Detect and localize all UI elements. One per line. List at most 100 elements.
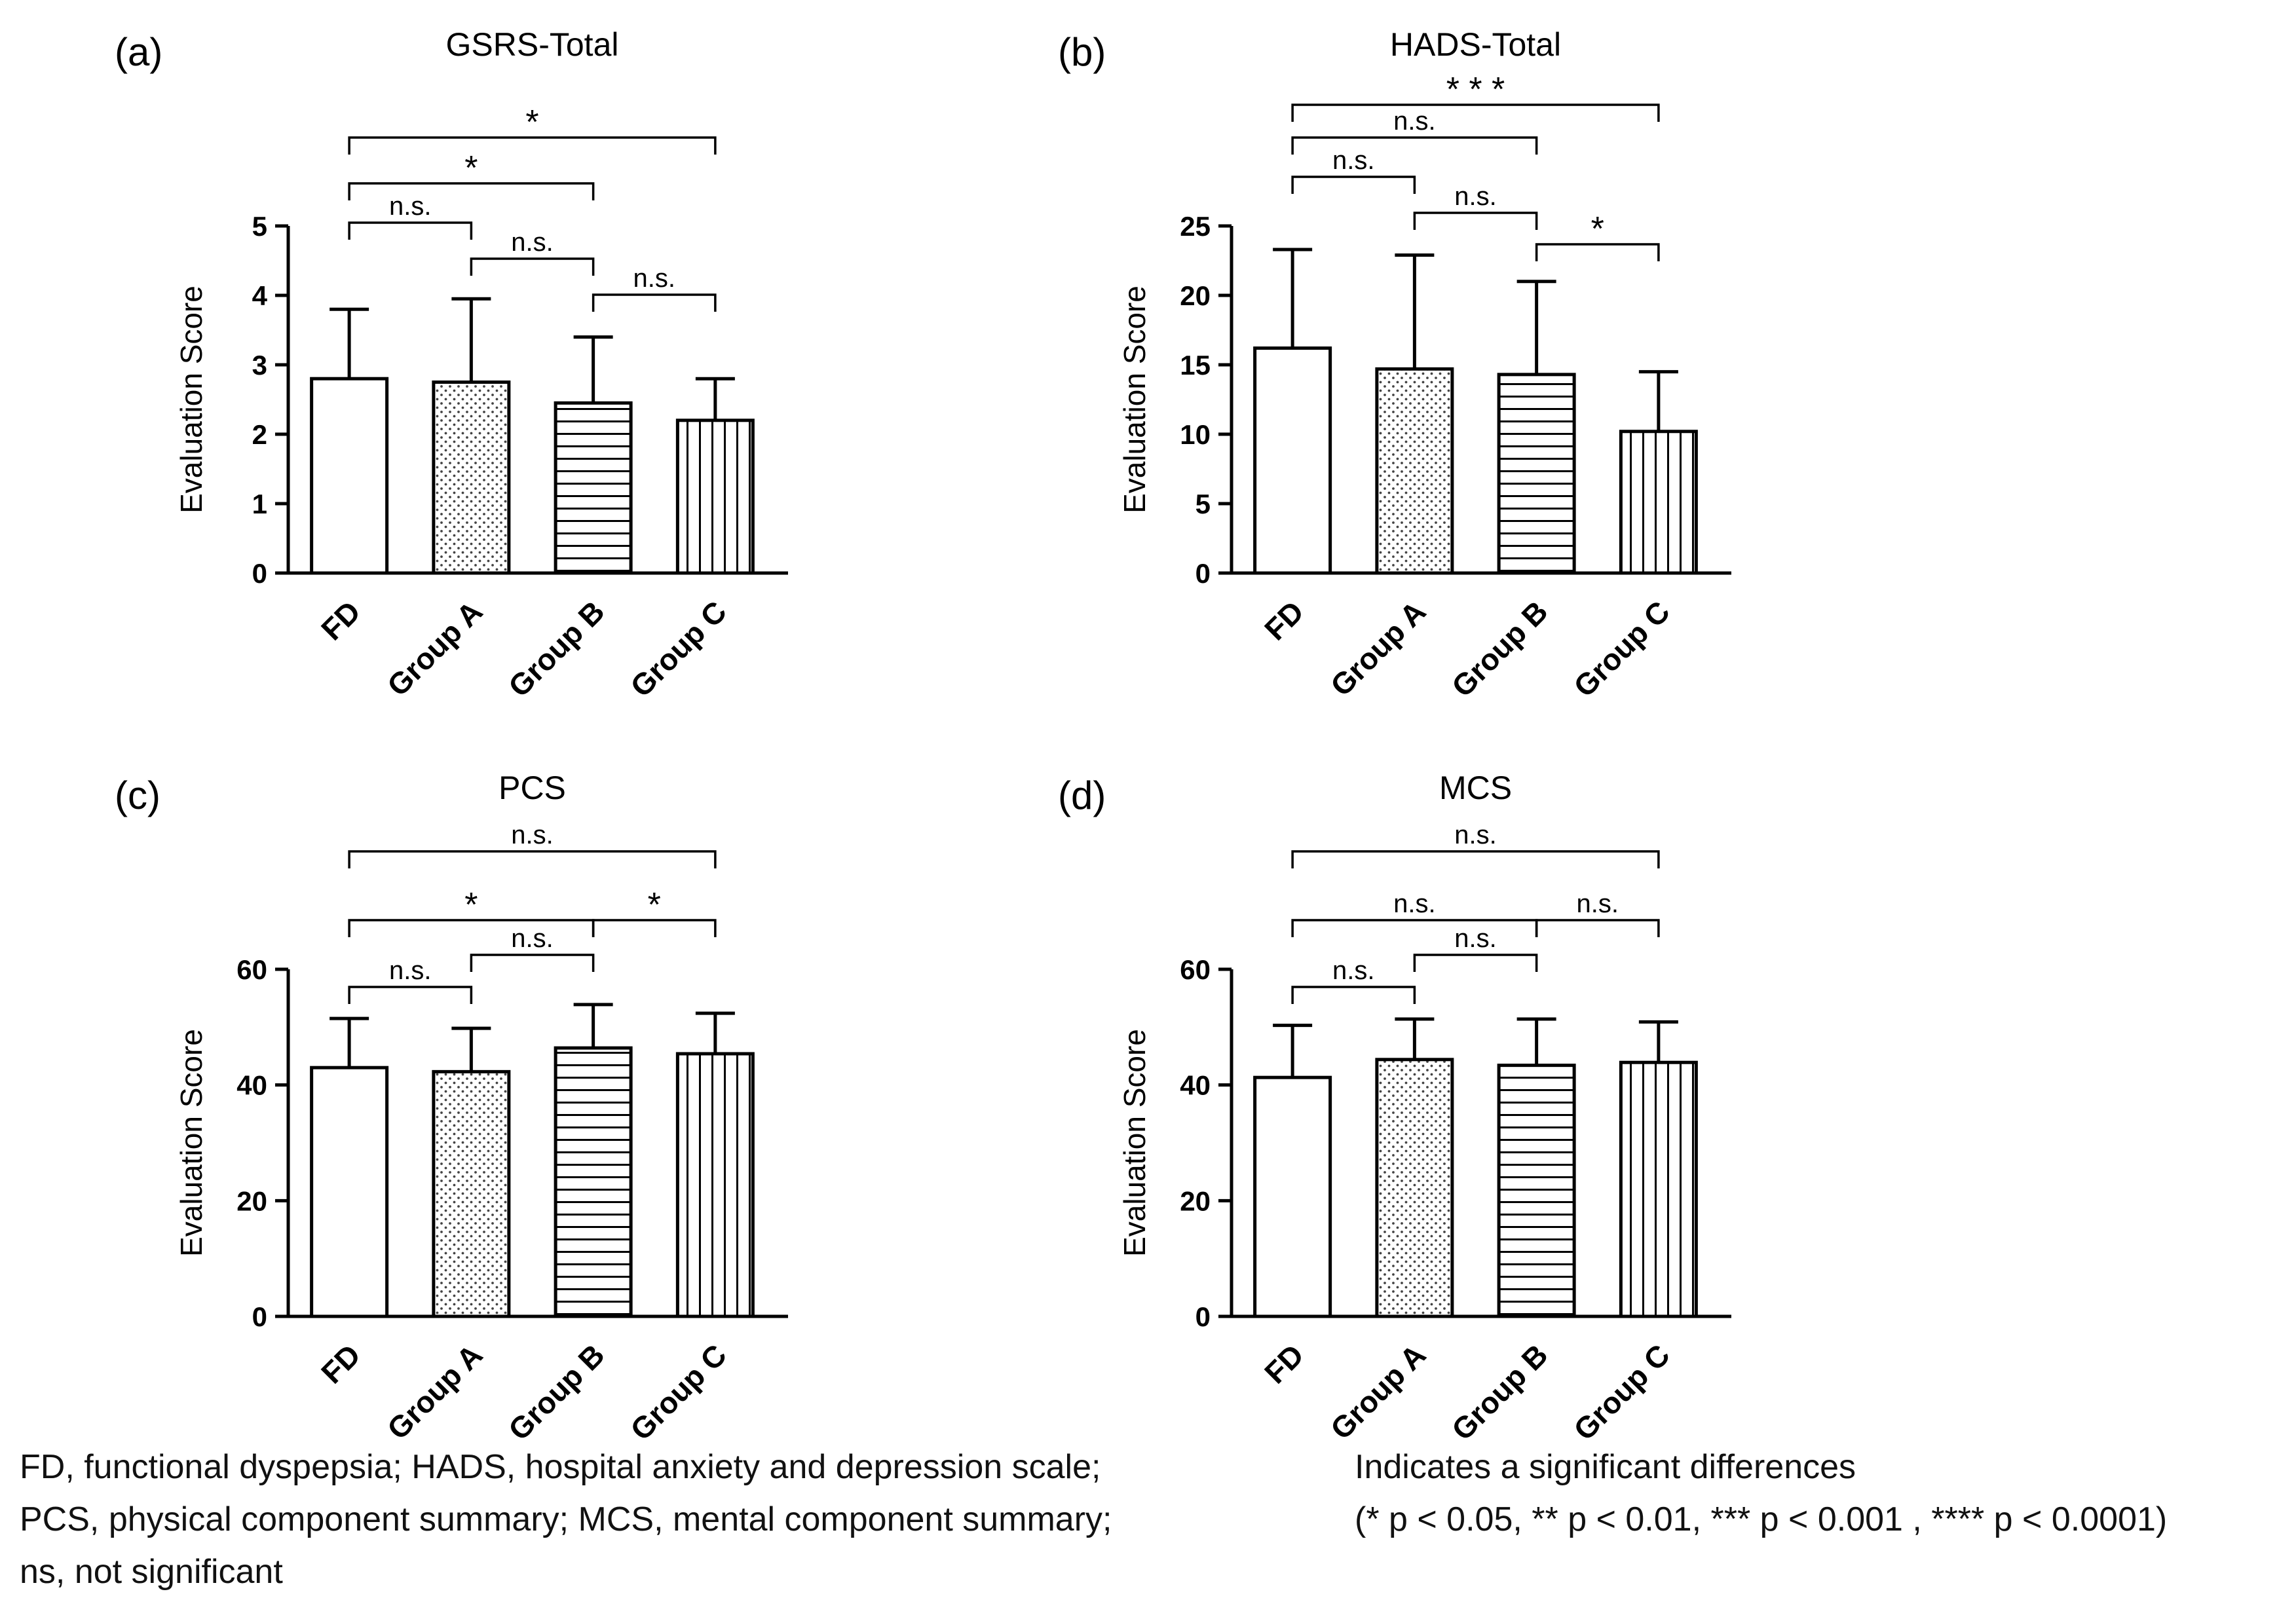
significance-bracket <box>592 293 717 312</box>
significance-bracket <box>592 919 717 937</box>
y-tick-label: 25 <box>1180 211 1211 242</box>
y-tick-label: 0 <box>1195 558 1211 589</box>
significance-label: n.s. <box>511 924 553 953</box>
chart-panel-pcs: (c) PCS 0 20 40 60 Evaluation Score FD Group A Gr… <box>39 753 1035 1496</box>
x-category-label: Group B <box>502 594 611 703</box>
y-tick-label: 40 <box>236 1070 267 1101</box>
panel-label: (c) <box>115 773 160 817</box>
bar-group-c <box>675 418 755 575</box>
bar-group-a <box>432 381 511 575</box>
bar-fd <box>310 1066 389 1318</box>
significance-bracket <box>1291 103 1660 122</box>
x-category-label: Group C <box>1567 1337 1676 1447</box>
x-category-label: Group B <box>1445 594 1554 703</box>
significance-label: * <box>1591 210 1604 248</box>
x-category-label: Group A <box>1324 594 1433 703</box>
significance-bracket <box>1291 919 1538 937</box>
y-tick-label: 15 <box>1180 350 1211 381</box>
chart-panel-hads-total: (b) HADS-Total 0 5 10 15 20 25 Evaluation Score F… <box>983 10 1978 753</box>
significance-bracket <box>348 182 595 200</box>
significance-line-1: Indicates a significant differences <box>1355 1448 1856 1486</box>
significance-label: n.s. <box>1393 107 1435 136</box>
x-category-label: Group A <box>381 1337 489 1446</box>
significance-label: n.s. <box>1454 182 1496 211</box>
y-tick-label: 20 <box>1180 1185 1211 1216</box>
significance-label: * * * <box>1446 71 1505 109</box>
chart-panel-gsrs-total: (a) GSRS-Total 0 1 2 3 4 5 Evaluation Score FD Gro… <box>39 10 1035 753</box>
significance-bracket <box>348 221 473 240</box>
panel-label: (a) <box>115 30 162 74</box>
legend-line-2: PCS, physical component summary; MCS, me… <box>20 1500 1112 1538</box>
chart-svg: (b) HADS-Total 0 5 10 15 20 25 Evaluation Score F… <box>1058 26 1731 703</box>
bar-fd <box>1253 1075 1332 1318</box>
y-tick-label: 3 <box>252 350 267 381</box>
x-category-label: Group A <box>1324 1337 1433 1446</box>
bar-group-a <box>432 1069 511 1318</box>
significance-label: n.s. <box>1393 889 1435 918</box>
significance-label: * <box>464 886 478 924</box>
x-category-label: Group B <box>502 1337 611 1447</box>
x-category-label: Group B <box>1445 1337 1554 1447</box>
x-category-label: FD <box>1258 1337 1310 1390</box>
significance-label: n.s. <box>389 956 431 985</box>
y-tick-label: 4 <box>252 280 268 311</box>
chart-svg: (a) GSRS-Total 0 1 2 3 4 5 Evaluation Score FD Gro… <box>115 26 788 703</box>
y-axis-title: Evaluation Score <box>1118 1029 1152 1257</box>
y-tick-label: 5 <box>252 211 267 242</box>
chart-title: GSRS-Total <box>446 26 619 63</box>
x-category-label: Group A <box>381 594 489 703</box>
significance-line-2: (* p < 0.05, ** p < 0.01, *** p < 0.001 … <box>1355 1500 2168 1538</box>
chart-title: HADS-Total <box>1390 26 1561 63</box>
significance-bracket <box>348 850 717 868</box>
significance-bracket <box>470 954 595 972</box>
significance-bracket <box>470 257 595 276</box>
bar-group-b <box>554 1046 633 1318</box>
y-axis-title: Evaluation Score <box>174 286 208 513</box>
significance-legend: Indicates a significant differences (* p… <box>1355 1441 2167 1546</box>
y-tick-label: 10 <box>1180 419 1211 450</box>
x-category-label: Group C <box>1567 594 1676 703</box>
bar-fd <box>1253 346 1332 575</box>
significance-bracket <box>1413 212 1538 230</box>
x-category-label: FD <box>1258 594 1310 646</box>
significance-label: n.s. <box>1332 956 1374 985</box>
legend-line-3: ns, not significant <box>20 1553 283 1591</box>
significance-label: n.s. <box>1454 924 1496 953</box>
legend-line-1: FD, functional dyspepsia; HADS, hospital… <box>20 1448 1101 1486</box>
significance-label: n.s. <box>1332 146 1374 175</box>
bar-group-a <box>1375 1058 1454 1318</box>
y-axis-title: Evaluation Score <box>1118 286 1152 513</box>
bar-group-c <box>1619 430 1698 575</box>
significance-bracket <box>1413 954 1538 972</box>
y-tick-label: 60 <box>236 954 267 985</box>
significance-bracket <box>1291 176 1416 194</box>
y-tick-label: 20 <box>1180 280 1211 311</box>
bar-group-c <box>675 1052 755 1318</box>
x-category-label: Group C <box>624 1337 733 1447</box>
x-category-label: Group C <box>624 594 733 703</box>
significance-label: n.s. <box>511 821 553 849</box>
significance-label: n.s. <box>511 228 553 257</box>
significance-bracket <box>348 986 473 1004</box>
x-category-label: FD <box>314 594 367 646</box>
bar-group-c <box>1619 1060 1698 1318</box>
x-category-label: FD <box>314 1337 367 1390</box>
significance-label: n.s. <box>633 264 675 293</box>
significance-label: n.s. <box>1454 821 1496 849</box>
bar-group-b <box>554 401 633 575</box>
panel-label: (b) <box>1058 30 1106 74</box>
chart-title: MCS <box>1439 770 1512 806</box>
y-tick-label: 5 <box>1195 489 1211 519</box>
significance-bracket <box>1535 919 1660 937</box>
y-axis-title: Evaluation Score <box>174 1029 208 1257</box>
chart-panel-mcs: (d) MCS 0 20 40 60 Evaluation Score FD Group A Gr… <box>983 753 1978 1496</box>
significance-label: n.s. <box>389 192 431 221</box>
bar-fd <box>310 377 389 575</box>
abbreviation-legend: FD, functional dyspepsia; HADS, hospital… <box>20 1441 1112 1598</box>
y-tick-label: 0 <box>1195 1301 1211 1332</box>
chart-title: PCS <box>499 770 566 806</box>
y-tick-label: 0 <box>252 1301 267 1332</box>
significance-label: * <box>648 886 661 924</box>
